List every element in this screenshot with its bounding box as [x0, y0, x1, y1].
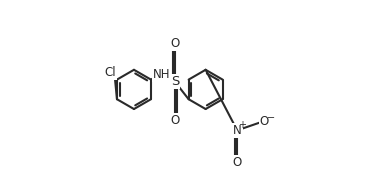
Text: NH: NH — [153, 68, 170, 80]
Text: O: O — [170, 114, 180, 127]
Text: Cl: Cl — [104, 66, 116, 79]
Text: O: O — [170, 37, 180, 50]
Text: −: − — [267, 112, 275, 123]
Text: N: N — [233, 124, 241, 137]
Text: S: S — [171, 75, 179, 88]
Text: O: O — [232, 156, 242, 169]
Text: +: + — [238, 120, 246, 130]
Text: O: O — [260, 115, 269, 128]
